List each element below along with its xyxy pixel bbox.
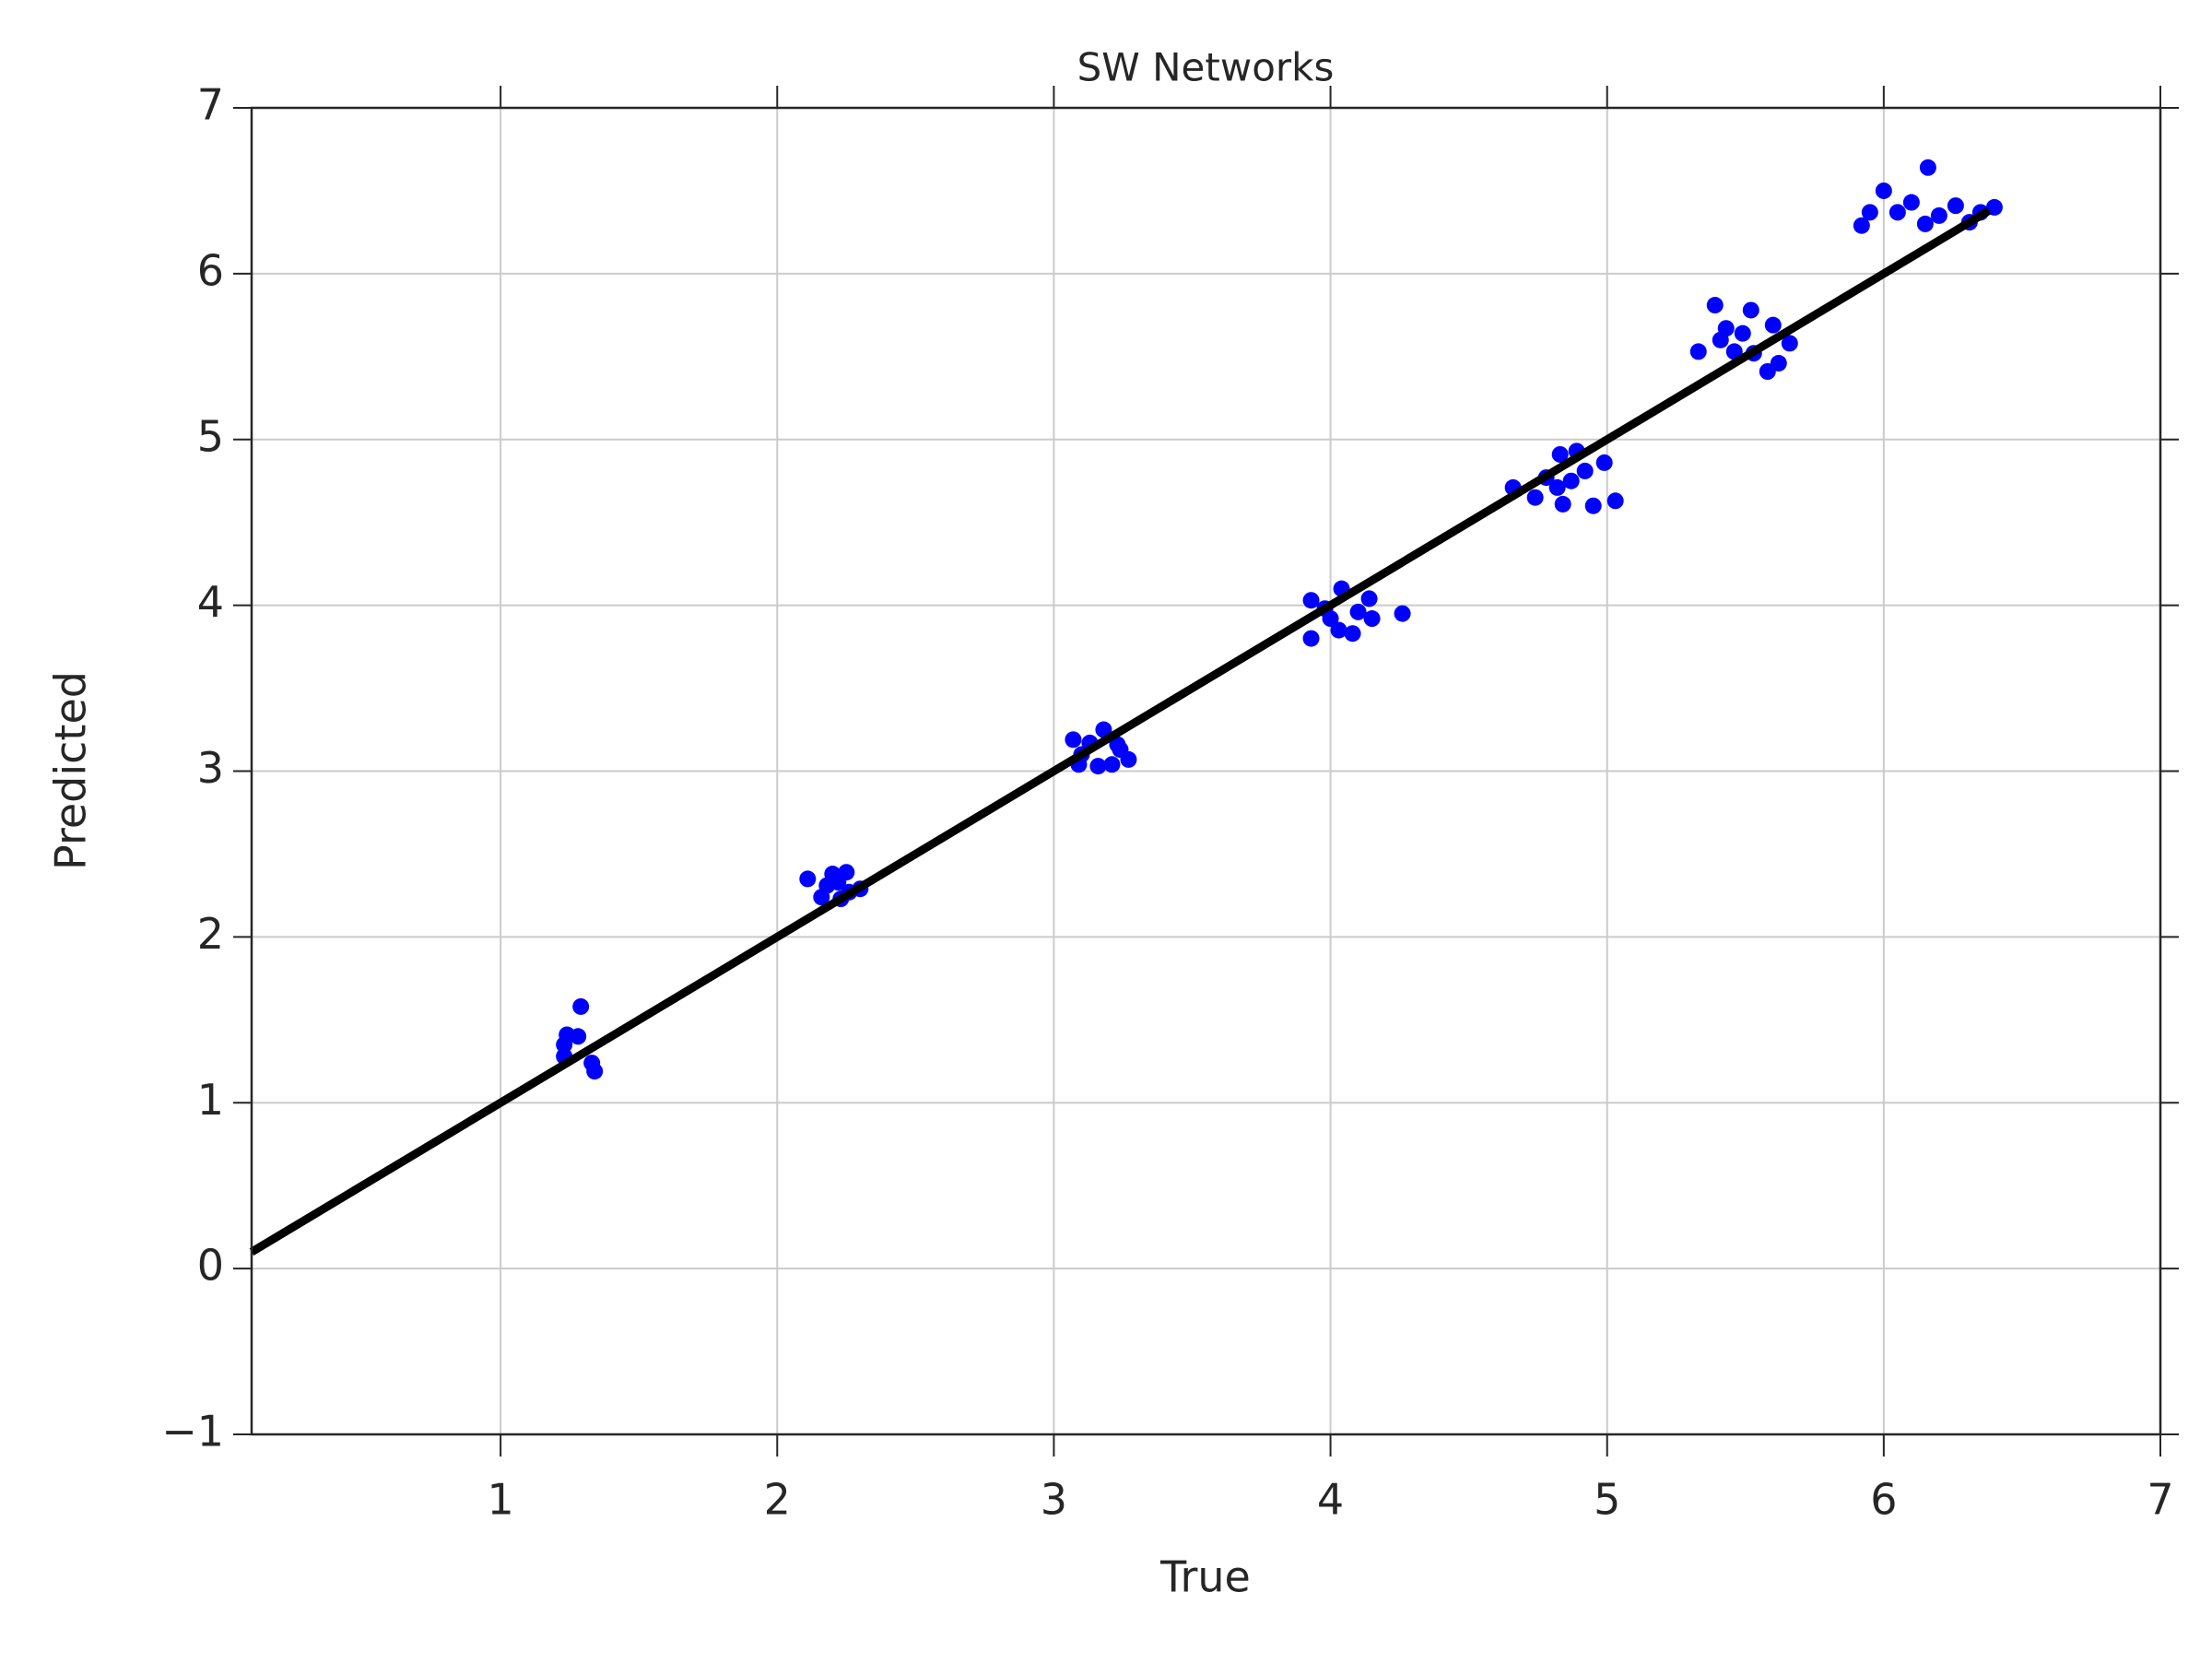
scatter-point [1717,320,1735,337]
scatter-point [1302,592,1320,609]
chart-title: SW Networks [1077,45,1335,90]
scatter-point [1888,204,1906,221]
plot-frame [250,106,2162,1436]
x-tick-label: 5 [1594,1475,1620,1525]
scatter-point [1689,343,1707,360]
scatter-point [1112,741,1129,759]
scatter-point [1606,492,1624,510]
scatter-point [1853,217,1870,234]
scatter-point [1706,297,1724,314]
x-tick-label: 4 [1317,1475,1344,1525]
scatter-point [1551,445,1569,463]
scatter-point [1576,462,1594,479]
y-tick-label: 4 [197,577,224,627]
scatter-point [1584,497,1602,514]
scatter-point [1349,603,1367,620]
y-tick-label: 3 [197,743,224,793]
scatter-point [1548,478,1566,496]
scatter-point [1065,731,1082,749]
scatter-point [1930,206,1947,224]
scatter-point [799,870,817,888]
x-tick-label: 3 [1041,1475,1067,1525]
scatter-point [1759,363,1776,381]
scatter-point [1595,454,1613,471]
scatter-point [1742,301,1759,319]
scatter-point [1916,215,1934,232]
scatter-point [1562,472,1580,489]
y-tick-label: 0 [197,1241,224,1291]
scatter-point [1302,630,1320,647]
scatter-point [830,874,847,891]
scatter-point [1330,621,1347,639]
scatter-point [1875,182,1892,199]
scatter-point [570,1028,587,1045]
x-axis-label: True [1159,1552,1251,1602]
y-tick-label: 5 [197,411,224,461]
x-tick-label: 1 [487,1475,513,1525]
scatter-point [572,997,590,1015]
scatter-point [1554,495,1571,513]
scatter-point [1363,610,1381,628]
scatter-point [1103,756,1121,773]
scatter-point [1781,335,1798,352]
scatter-point [1095,721,1112,738]
scatter-point [586,1063,604,1080]
scatter-point [1902,194,1920,211]
scatter-point [556,1036,573,1054]
y-tick-label: 6 [197,245,224,295]
x-tick-label: 7 [2147,1475,2173,1525]
y-tick-label: 7 [197,80,224,130]
scatter-point [1734,324,1751,342]
y-tick-label: 1 [197,1075,224,1125]
y-tick-label: −1 [161,1407,224,1457]
x-tick-label: 2 [764,1475,791,1525]
scatter-point [1947,197,1964,215]
scatter-point [1360,590,1378,607]
y-tick-label: 2 [197,909,224,959]
scatter-point [1919,159,1936,176]
fit-line [249,206,1992,1256]
x-tick-label: 6 [1870,1475,1897,1525]
scatter-point [1725,343,1743,360]
scatter-point [1344,625,1361,643]
scatter-point [1764,316,1782,334]
y-axis-label: Predicted [46,671,96,870]
scatter-point [1985,198,2003,216]
scatter-point [1089,758,1107,775]
scatter-point [1861,204,1878,221]
scatter-point [1394,605,1411,622]
scatter-point [1526,489,1544,506]
